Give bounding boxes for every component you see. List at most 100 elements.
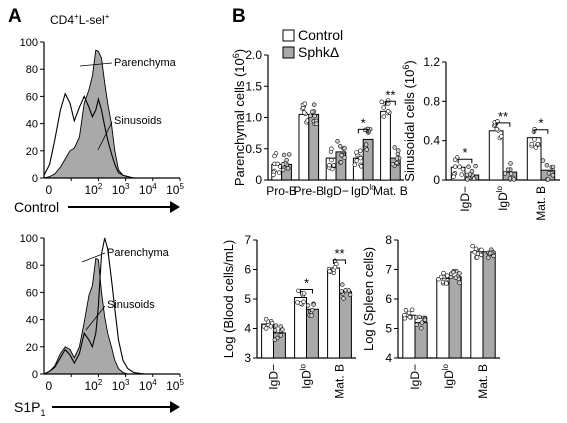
data-point	[287, 152, 292, 157]
bar-sphk-igd-neg	[335, 151, 347, 181]
bar-x-tick-label-igd-lo: IgDlo	[351, 183, 376, 198]
hist-top-leader-parenchyma	[79, 62, 113, 67]
bar-y-tick-label: 5	[385, 322, 392, 336]
hist-bot-leader-sinusoids	[85, 305, 106, 331]
bar-y-tick-label: 6	[385, 292, 392, 306]
data-point	[272, 337, 277, 342]
data-point	[499, 134, 504, 139]
bar-x-tick-label-mat-b: Mat. B	[373, 184, 408, 198]
data-point	[277, 170, 282, 175]
bar-x-tick-label-mat-b: Mat. B	[333, 364, 347, 399]
bar-y-tick-label: 4	[244, 322, 251, 336]
data-point	[419, 326, 424, 331]
panel-letter-a: A	[8, 6, 22, 27]
panel-a-title: CD4+L-sel+	[50, 12, 110, 27]
bar-y-tick-label: 7	[385, 263, 392, 277]
bar-y-tick-label: 1.5	[245, 79, 262, 93]
bar-y-tick-label: 0	[433, 173, 440, 187]
bar-sphk-igd-neg	[273, 332, 286, 359]
data-point	[278, 333, 283, 338]
histogram-s1p1: 0 20 40 60 80 100 0 102 103 104 105	[20, 233, 185, 393]
data-point	[305, 303, 311, 308]
data-point	[494, 126, 499, 132]
data-point	[466, 164, 471, 169]
chart-sinusoidal: 0 0.4 0.8 1.2 Sinusoidal cells (106) IgD− IgDl…	[401, 55, 560, 221]
data-point	[340, 282, 345, 287]
bar-x-tick-label-igd-lo: IgDlo	[441, 363, 456, 388]
significance-label: **	[334, 246, 344, 261]
data-point	[532, 137, 537, 142]
data-point	[406, 310, 412, 316]
bar-y-tick-label: 6	[244, 263, 251, 277]
hist-x-tick-label-1e2: 102	[84, 378, 102, 393]
bar-y-label: Log (Blood cells/mL)	[221, 240, 236, 359]
data-point	[302, 110, 307, 115]
data-point	[346, 288, 352, 293]
data-point	[310, 307, 315, 313]
hist-top-legend-parenchyma: Parenchyma	[114, 57, 177, 69]
data-point	[284, 157, 289, 163]
significance-bracket	[300, 289, 313, 294]
data-point	[422, 317, 428, 322]
data-point	[508, 161, 513, 166]
bar-control-mat-b	[327, 267, 341, 359]
data-point	[394, 156, 400, 161]
data-point	[502, 171, 508, 176]
bar-y-label: Log (Spleen cells)	[361, 247, 376, 351]
data-point	[505, 167, 511, 172]
data-point	[381, 114, 386, 119]
data-point	[269, 320, 275, 326]
data-point	[275, 161, 280, 167]
bar-control-igd-lo	[294, 297, 308, 359]
data-point	[363, 142, 369, 147]
data-point	[486, 255, 491, 260]
hist-y-tick-label: 40	[26, 315, 38, 327]
hist-y-tick-label: 0	[32, 173, 38, 185]
bar-control-igd-neg	[402, 314, 416, 359]
data-point	[296, 288, 301, 293]
significance-label: *	[462, 145, 467, 160]
data-point	[417, 314, 422, 320]
hist-y-tick-label: 0	[32, 369, 38, 381]
data-point	[335, 139, 340, 144]
bar-y-tick-label: 5	[244, 292, 251, 306]
data-point	[407, 315, 412, 320]
panel-a-title-sup1: +	[74, 12, 79, 21]
bar-x-tick-label-igd-neg: IgD−	[323, 184, 349, 198]
data-point	[327, 269, 332, 274]
data-point	[550, 173, 556, 178]
data-point	[470, 243, 475, 249]
data-point	[354, 158, 359, 163]
data-point	[535, 141, 541, 147]
data-point	[338, 160, 344, 165]
bar-y-tick-label: 1.0	[245, 111, 262, 125]
hist-top-legend-sinusoids: Sinusoids	[114, 115, 162, 127]
data-point	[272, 328, 278, 333]
data-point	[358, 148, 363, 153]
data-point	[540, 158, 546, 163]
data-point	[312, 102, 317, 107]
data-point	[545, 177, 551, 182]
hist-bot-legend-sinusoids: Sinusoids	[107, 299, 155, 311]
bar-x-tick-label-pre-b: Pre-B	[293, 184, 324, 198]
histogram-series-sinusoids	[43, 237, 145, 375]
bar-x-tick-label-igd-neg: IgD−	[408, 364, 422, 390]
data-point	[329, 146, 334, 151]
bar-x-tick-label-pro-b: Pro-B	[266, 184, 297, 198]
data-point	[511, 177, 517, 182]
data-point	[457, 164, 462, 169]
bar-y-label: Sinusoidal cells (106)	[401, 60, 417, 181]
panel-a-title-lsel: L-sel	[79, 13, 105, 27]
hist-y-tick-label: 40	[26, 119, 38, 131]
data-point	[301, 291, 307, 296]
data-point	[457, 280, 462, 285]
data-point	[309, 313, 314, 318]
hist-x-tick-label-0: 0	[45, 183, 52, 197]
data-point	[338, 144, 343, 149]
data-point	[273, 323, 279, 328]
legend-control-label: Control	[298, 27, 343, 43]
bar-x-tick-label-igd-neg: IgD−	[267, 364, 281, 390]
hist-y-tick-label: 80	[26, 64, 38, 76]
data-point	[327, 163, 332, 168]
